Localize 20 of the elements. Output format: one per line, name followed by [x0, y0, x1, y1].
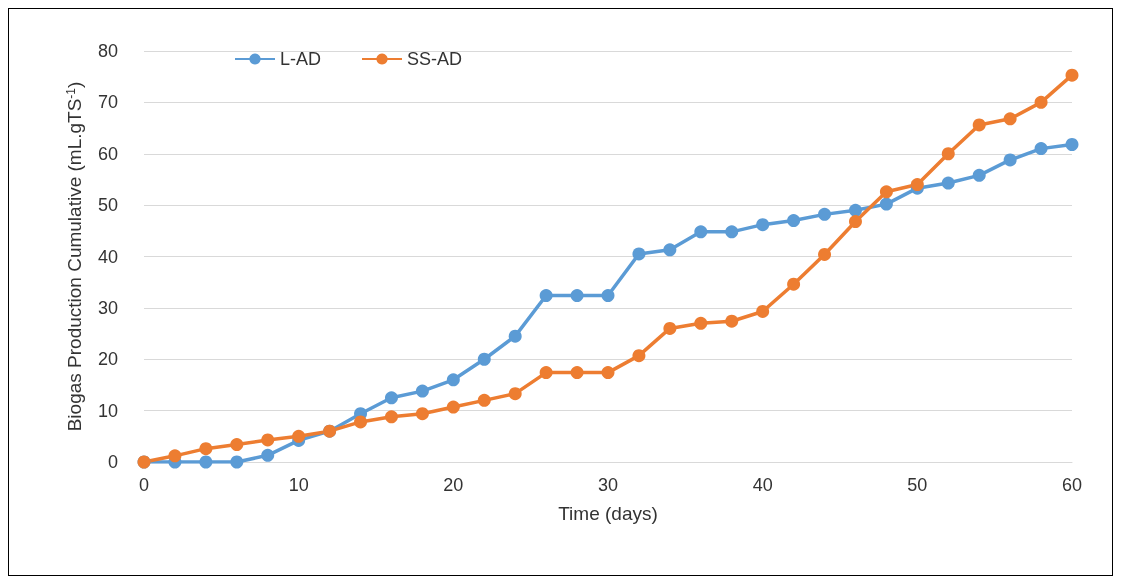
y-axis-title: Biogas Production Cumulative (mL.gTS-1) — [64, 81, 85, 432]
x-tick-label: 20 — [443, 475, 464, 495]
y-tick-label: 70 — [97, 92, 118, 113]
y-tick-label: 30 — [97, 297, 118, 318]
y-tick-label: 40 — [97, 246, 118, 267]
x-tick-label: 50 — [907, 475, 928, 495]
x-tick-label: 40 — [752, 475, 773, 495]
y-tick-label: 0 — [107, 452, 118, 472]
legend-label: L-AD — [280, 49, 322, 69]
x-axis-title: Time (days) — [558, 503, 658, 524]
legend-label: SS-AD — [407, 49, 463, 69]
x-tick-label: 0 — [138, 475, 150, 495]
y-tick-label: 10 — [97, 400, 118, 421]
y-tick-label: 20 — [97, 349, 118, 370]
y-tick-label: 50 — [97, 195, 118, 216]
y-tick-label: 60 — [97, 143, 118, 164]
x-tick-label: 10 — [288, 475, 309, 495]
x-tick-label: 30 — [597, 475, 619, 495]
x-tick-label: 60 — [1061, 475, 1083, 495]
y-tick-label: 80 — [97, 41, 118, 61]
